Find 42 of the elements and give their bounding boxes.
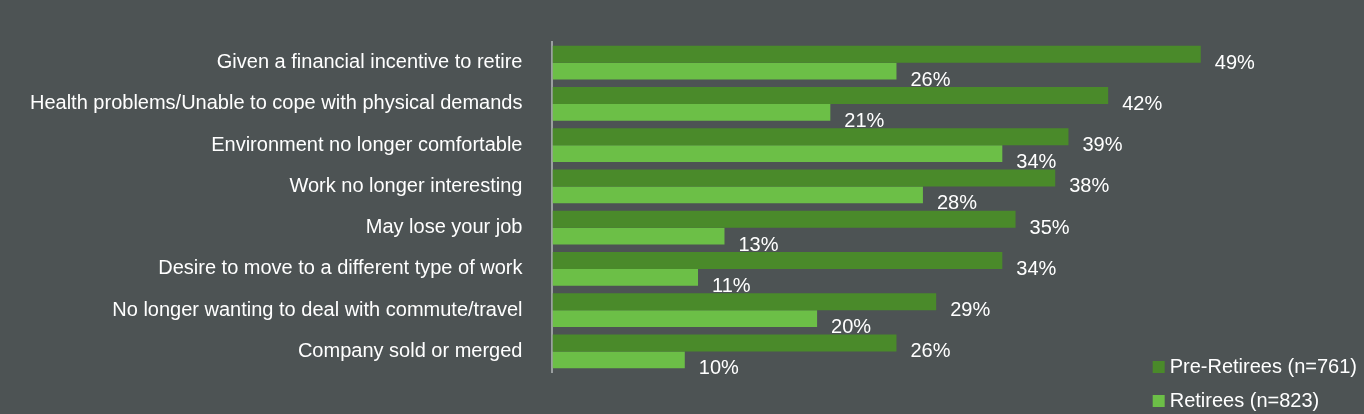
data-label: 42% [1122,91,1163,114]
data-label: 49% [1214,50,1256,73]
y-tick-label: Company sold or merged [297,338,523,361]
data-label: 29% [950,298,991,321]
bar [552,103,831,121]
y-tick-label: No longer wanting to deal with commute/travel [112,297,523,320]
bar [552,45,1201,63]
legend-label: Retirees (n=823) [1169,388,1320,411]
data-label: 26% [910,67,951,90]
data-label: 38% [1069,174,1110,197]
y-tick-label: Given a financial incentive to retire [216,50,523,73]
bar [552,334,897,352]
bar [552,251,1003,269]
y-tick-label: May lose your job [365,215,523,238]
bar [552,169,1056,187]
bar [552,128,1069,146]
bar [552,145,1003,163]
data-label: 20% [831,315,872,338]
bar [552,268,699,286]
bar [552,186,923,204]
bar [552,86,1109,104]
data-label: 21% [844,108,885,131]
data-label: 34% [1016,150,1057,173]
y-tick-label: Health problems/Unable to cope with physical demands [29,91,523,114]
y-tick-label: Work no longer interesting [289,173,523,196]
data-label: 10% [698,356,740,379]
y-tick-label: Environment no longer comfortable [211,132,523,155]
data-label: 28% [936,191,978,214]
bar [552,293,937,311]
bar [552,227,725,245]
data-label: 26% [910,339,951,362]
data-label: 34% [1016,256,1057,279]
bar [552,62,897,80]
legend-label: Pre-Retirees (n=761) [1169,354,1358,377]
data-label: 11% [712,273,751,296]
data-label: 35% [1029,215,1070,238]
bar [552,351,685,369]
bar [552,310,818,328]
bar [552,210,1016,228]
data-label: 39% [1082,133,1123,156]
y-tick-label: Desire to move to a different type of work [158,256,524,279]
data-label: 13% [738,232,779,255]
